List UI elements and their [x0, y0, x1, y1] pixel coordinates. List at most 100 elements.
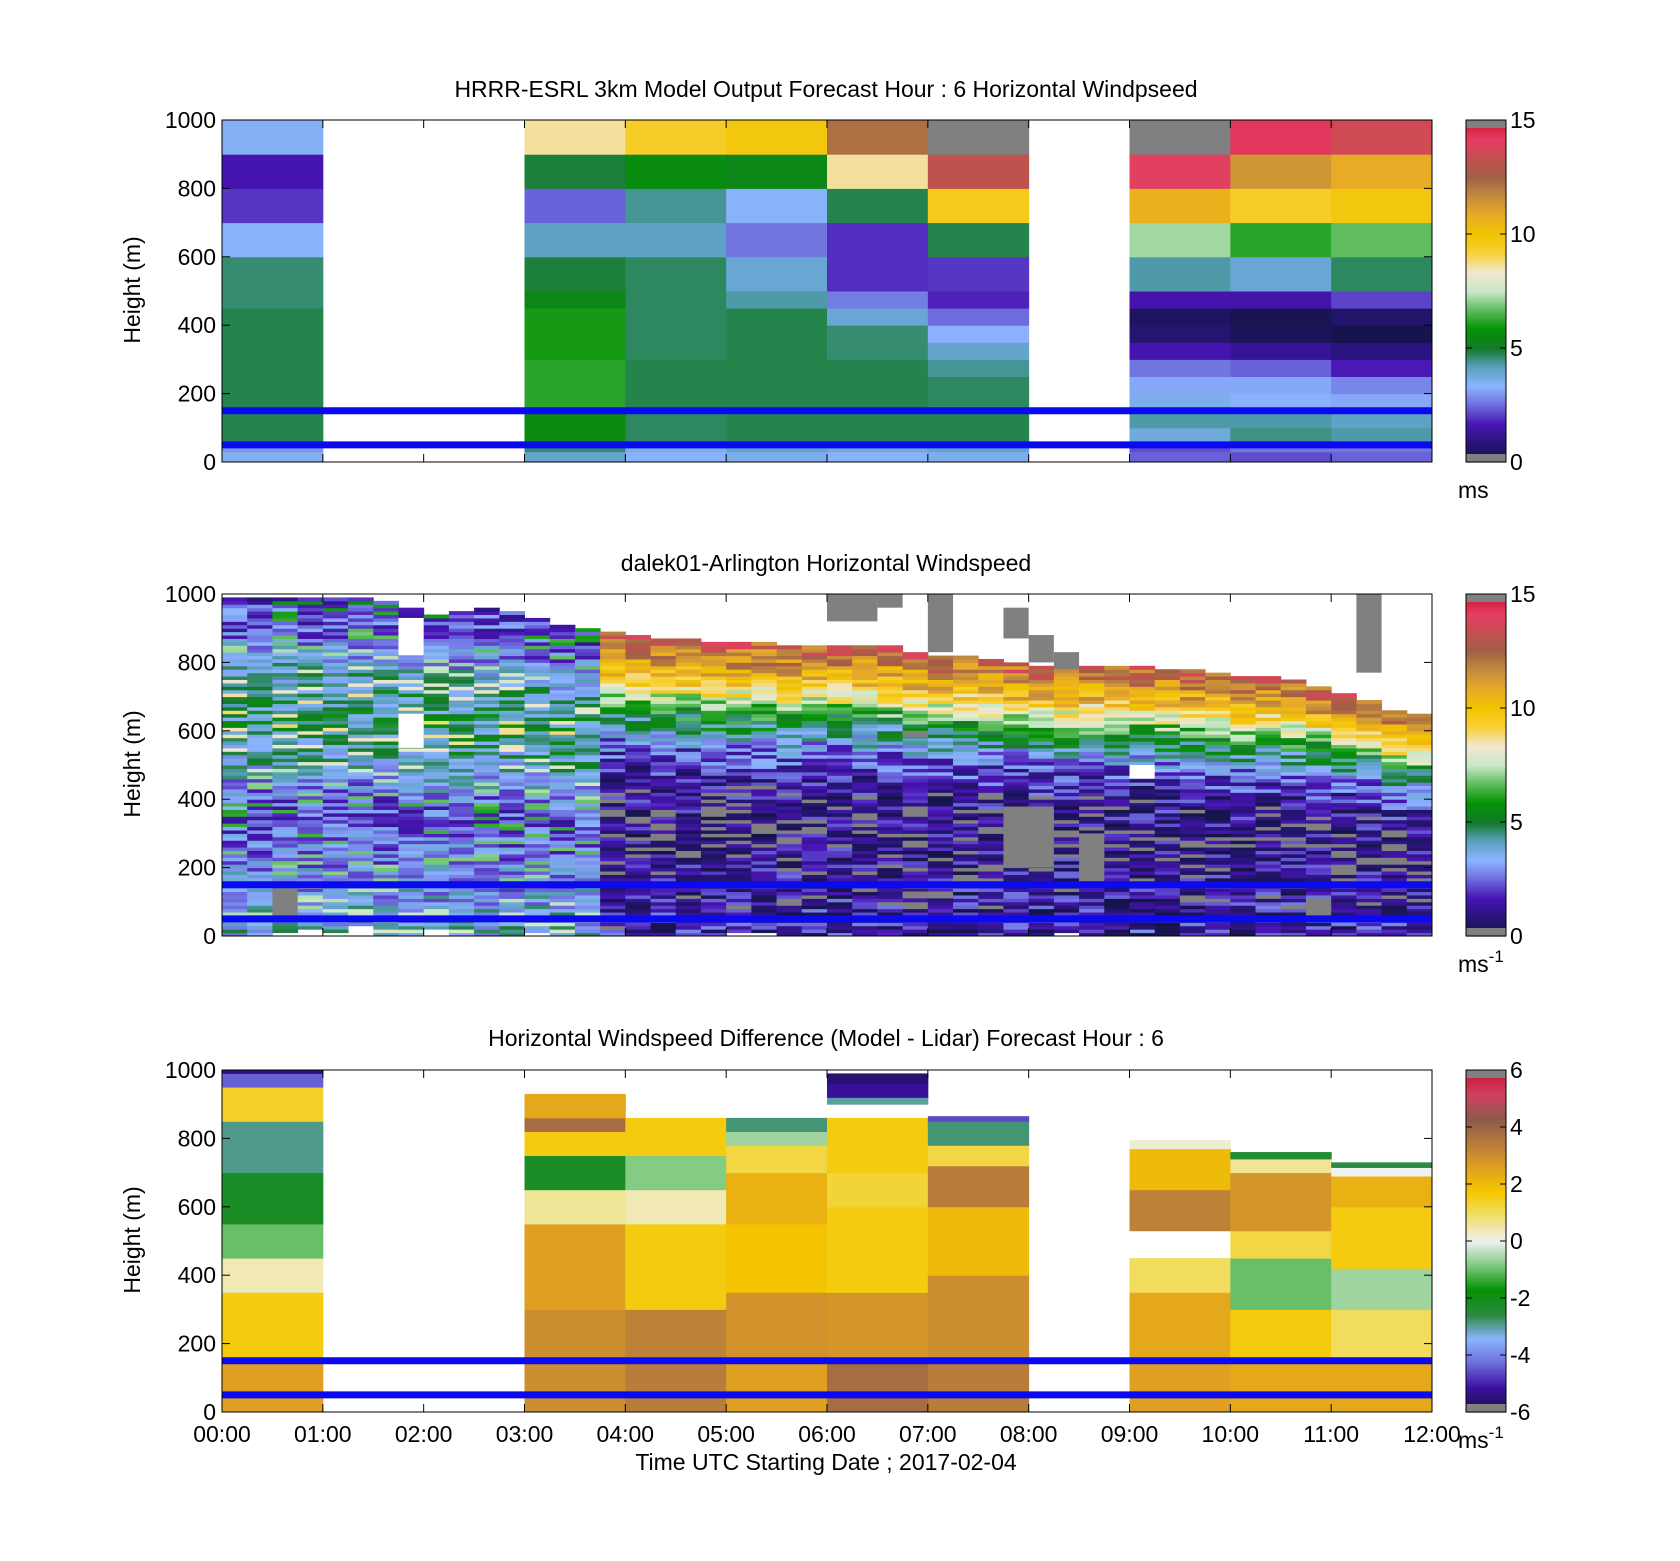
heatmap-cell: [474, 734, 500, 739]
heatmap-cell: [852, 836, 878, 841]
heatmap-cell: [1205, 775, 1231, 780]
heatmap-cell: [524, 847, 551, 851]
heatmap-cell: [373, 703, 399, 708]
heatmap-cell: [499, 658, 525, 663]
heatmap-cell: [1129, 847, 1156, 851]
heatmap-cell: [474, 826, 500, 831]
heatmap-cell: [524, 1223, 626, 1310]
heatmap-cell: [1205, 717, 1231, 722]
heatmap-cell: [1331, 908, 1357, 913]
colorbar-swatch: [1466, 173, 1506, 176]
heatmap-cell: [222, 645, 248, 650]
heatmap-cell: [700, 922, 727, 927]
heatmap-cell: [398, 782, 425, 787]
heatmap-cell: [247, 730, 273, 735]
heatmap-cell: [902, 655, 929, 660]
heatmap-cell: [474, 795, 500, 800]
colorbar-swatch: [1466, 203, 1506, 207]
heatmap-cell: [574, 628, 601, 633]
heatmap-cell: [953, 775, 979, 780]
heatmap-cell: [247, 703, 273, 708]
heatmap-cell: [726, 706, 752, 711]
heatmap-cell: [1280, 696, 1307, 701]
heatmap-cell: [524, 812, 551, 817]
colorbar-swatch: [1466, 824, 1506, 828]
heatmap-cell: [776, 795, 803, 800]
colorbar-swatch: [1466, 342, 1506, 345]
heatmap-cell: [1305, 840, 1332, 845]
heatmap-cell: [877, 744, 904, 749]
heatmap-cell: [348, 607, 374, 612]
heatmap-cell: [827, 747, 853, 752]
heatmap-cell: [574, 778, 601, 783]
heatmap-cell: [1356, 751, 1383, 756]
heatmap-cell: [222, 1258, 324, 1293]
colorbar-swatch: [1466, 344, 1506, 347]
heatmap-cell: [1079, 720, 1105, 725]
colorbar-swatch: [1466, 277, 1506, 280]
heatmap-cell: [1356, 747, 1383, 752]
heatmap-cell: [877, 730, 904, 735]
heatmap-cell: [1331, 809, 1357, 814]
heatmap-cell: [1179, 775, 1206, 780]
heatmap-cell: [600, 645, 626, 650]
heatmap-cell: [373, 720, 399, 725]
heatmap-cell: [625, 410, 727, 442]
heatmap-cell: [1356, 799, 1383, 804]
heatmap-cell: [927, 932, 954, 937]
heatmap-cell: [827, 905, 853, 910]
colorbar-swatch: [1466, 140, 1506, 143]
heatmap-cell: [1154, 713, 1181, 718]
heatmap-cell: [902, 778, 929, 783]
heatmap-cell: [272, 713, 299, 718]
heatmap-cell: [877, 734, 904, 739]
heatmap-cell: [373, 809, 399, 814]
colorbar-swatch: [1466, 809, 1506, 812]
heatmap-cell: [1104, 867, 1130, 872]
heatmap-cell: [499, 819, 525, 824]
heatmap-cell: [1280, 703, 1307, 708]
heatmap-cell: [1079, 908, 1105, 913]
heatmap-cell: [1053, 823, 1080, 828]
heatmap-cell: [247, 662, 273, 667]
heatmap-cell: [600, 833, 626, 838]
heatmap-cell: [600, 686, 626, 691]
heatmap-cell: [1104, 853, 1130, 858]
heatmap-cell: [549, 744, 576, 749]
heatmap-cell: [373, 901, 399, 906]
heatmap-cell: [1381, 840, 1408, 845]
colorbar-swatch: [1466, 1314, 1506, 1317]
heatmap-cell: [726, 359, 828, 412]
heatmap-cell: [1381, 932, 1408, 937]
heatmap-cell: [927, 723, 954, 728]
heatmap-cell: [574, 669, 601, 674]
heatmap-cell: [1179, 816, 1206, 821]
heatmap-cell: [1053, 857, 1080, 862]
heatmap-cell: [1406, 788, 1433, 793]
heatmap-cell: [1305, 761, 1332, 766]
heatmap-cell: [1129, 1189, 1231, 1232]
heatmap-cell: [1205, 874, 1231, 879]
heatmap-cell: [222, 597, 248, 602]
heatmap-cell: [1179, 877, 1206, 882]
heatmap-cell: [625, 723, 652, 728]
heatmap-cell: [726, 898, 752, 903]
heatmap-cell: [1255, 744, 1282, 749]
heatmap-cell: [1079, 669, 1105, 674]
colorbar-swatch: [1466, 179, 1506, 183]
colorbar-swatch: [1466, 330, 1506, 333]
heatmap-cell: [852, 819, 878, 824]
heatmap-cell: [1079, 806, 1105, 810]
heatmap-cell: [700, 679, 727, 684]
heatmap-cell: [1104, 720, 1130, 725]
heatmap-cell: [600, 843, 626, 848]
heatmap-cell: [222, 628, 248, 633]
colorbar-swatch: [1466, 696, 1506, 699]
heatmap-cell: [877, 662, 904, 667]
heatmap-cell: [902, 867, 929, 872]
heatmap-cell: [398, 754, 425, 759]
colorbar-swatch: [1466, 682, 1506, 686]
heatmap-cell: [827, 665, 853, 670]
heatmap-cell: [1179, 782, 1206, 787]
heatmap-cell: [1053, 795, 1080, 800]
